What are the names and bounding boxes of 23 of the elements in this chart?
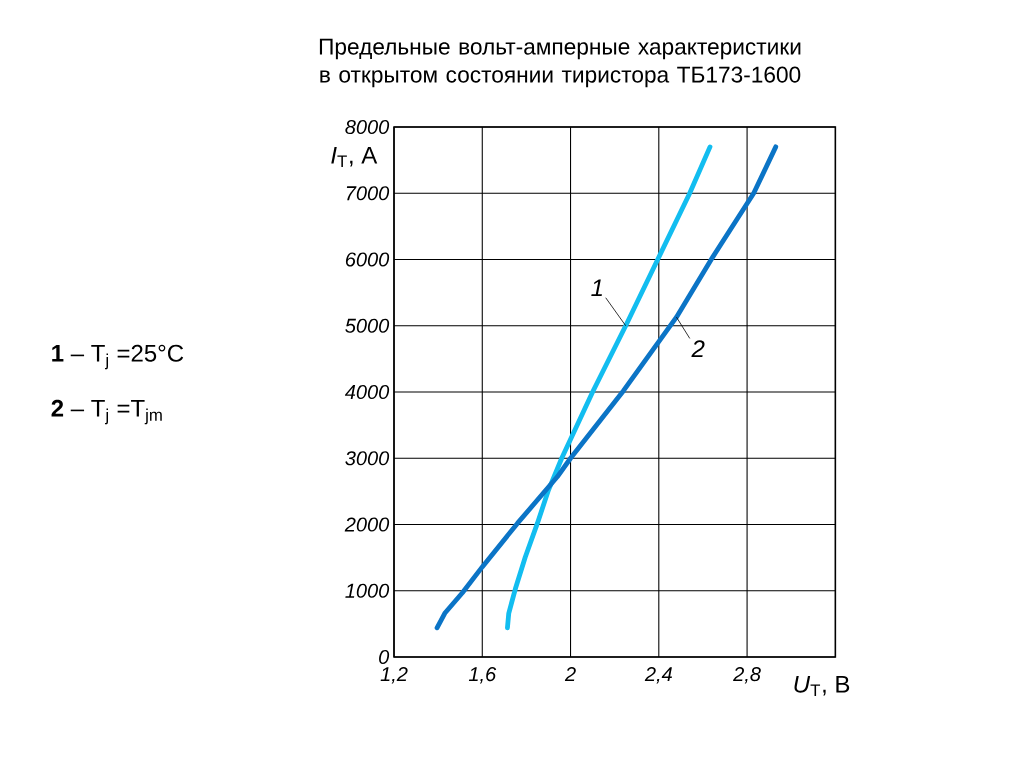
line-series — [505, 144, 713, 631]
y-tick-label: 3000 — [345, 451, 390, 466]
x-tick-label: 2 — [564, 667, 576, 682]
chart-title: Предельные вольт-амперные характеристики в открытом состоянии тиристора ТБ173-1600 — [319, 38, 801, 88]
text: 2 – T$_{j}$ =T$_{jm}$ — [51, 399, 162, 425]
x-tick-label: 1,2 — [380, 667, 408, 684]
y-tick-label: 2000 — [344, 517, 390, 532]
series-label: 2 — [691, 340, 705, 357]
line-series — [434, 144, 779, 631]
text: 1 – T$_{j}$ =25°C — [52, 344, 184, 370]
x-tick-label: 2,4 — [644, 667, 672, 684]
y-tick-label: 4000 — [344, 384, 390, 400]
series-label: 1 — [591, 279, 602, 297]
y-tick-label: 6000 — [345, 252, 390, 267]
y-axis-title: I$_{T}$, А — [331, 146, 378, 168]
y-tick-label: 7000 — [346, 186, 390, 201]
y-tick-label: 1000 — [345, 583, 390, 598]
y-tick-label: 0 — [379, 649, 390, 665]
y-tick-label: 5000 — [345, 318, 390, 333]
x-tick-label: 1,6 — [468, 667, 497, 684]
x-tick-label: 2,8 — [733, 667, 761, 684]
y-tick-label: 8000 — [345, 119, 390, 135]
x-axis-title: U$_{T}$, В — [794, 675, 850, 697]
